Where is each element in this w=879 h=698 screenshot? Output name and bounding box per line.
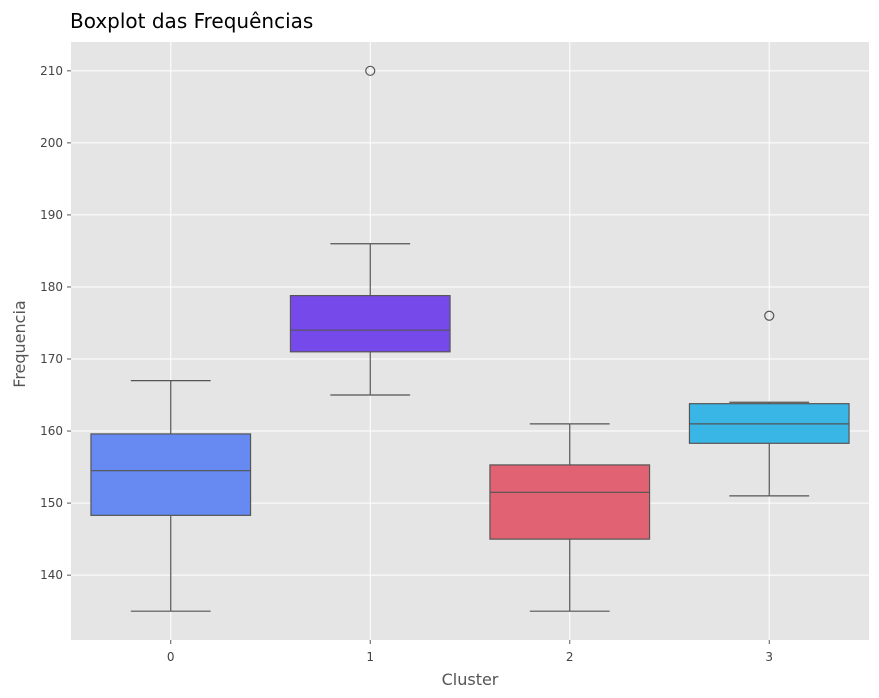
outlier-point (365, 65, 376, 76)
x-axis-label: Cluster (442, 670, 499, 689)
x-tick-label: 2 (566, 650, 574, 664)
x-tick-label: 1 (366, 650, 374, 664)
box-cluster-0 (90, 380, 252, 612)
y-axis-label: Frequencia (10, 300, 29, 387)
x-axis-ticks: 0 1 2 3 (167, 640, 773, 664)
y-tick-label: 210 (40, 64, 63, 78)
iqr-box (489, 464, 651, 540)
y-axis-ticks: 140 150 160 170 180 190 200 210 (40, 64, 71, 582)
boxes-group (90, 65, 850, 612)
box-cluster-1 (289, 65, 451, 396)
y-tick-label: 190 (40, 208, 63, 222)
chart-title: Boxplot das Frequências (70, 9, 313, 33)
iqr-box (289, 295, 451, 353)
y-tick-label: 170 (40, 352, 63, 366)
box-cluster-3 (688, 310, 850, 497)
y-tick-label: 200 (40, 136, 63, 150)
iqr-box (90, 433, 252, 516)
outlier-point (764, 310, 775, 321)
y-tick-label: 140 (40, 568, 63, 582)
plot-area (71, 42, 869, 640)
box-cluster-2 (489, 423, 651, 612)
x-tick-label: 0 (167, 650, 175, 664)
y-tick-label: 160 (40, 424, 63, 438)
x-tick-label: 3 (765, 650, 773, 664)
y-tick-label: 150 (40, 496, 63, 510)
y-tick-label: 180 (40, 280, 63, 294)
